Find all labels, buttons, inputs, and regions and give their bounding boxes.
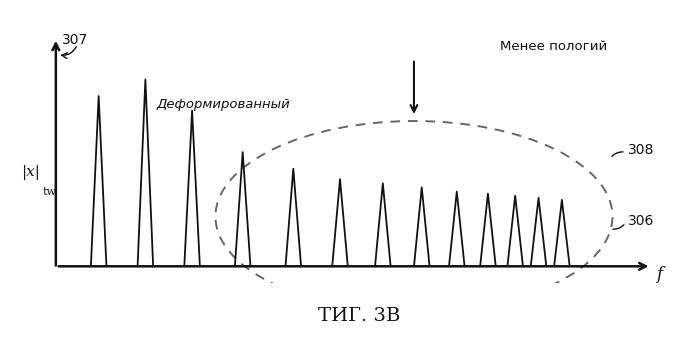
Text: f: f xyxy=(656,266,662,283)
Text: 308: 308 xyxy=(628,143,655,157)
Text: Деформированный: Деформированный xyxy=(156,98,290,111)
Text: |x|: |x| xyxy=(22,165,40,180)
Text: ΤИГ. 3B: ΤИГ. 3B xyxy=(318,307,401,325)
Text: Менее пологий: Менее пологий xyxy=(500,40,607,53)
Text: 307: 307 xyxy=(62,33,89,47)
Text: tw: tw xyxy=(43,187,57,197)
Text: 306: 306 xyxy=(628,214,655,228)
